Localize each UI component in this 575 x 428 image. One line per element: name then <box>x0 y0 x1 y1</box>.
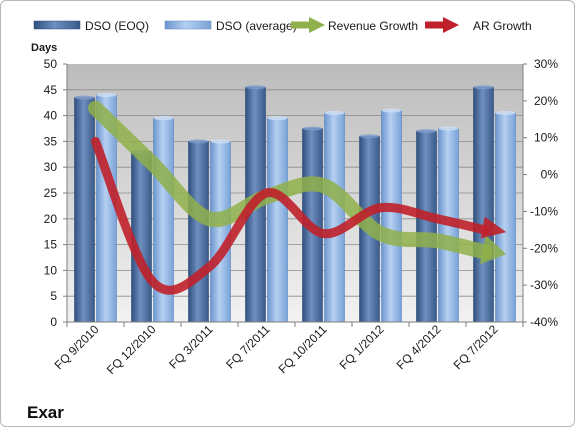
bar-top-cap <box>381 108 402 113</box>
y2-tick-label: 20% <box>534 94 558 108</box>
bar-top-cap <box>153 116 174 121</box>
bar-dso-eoq[interactable] <box>188 141 209 323</box>
y-tick-label: 15 <box>44 238 58 252</box>
bar-top-cap <box>302 126 323 131</box>
y2-tick-label: 30% <box>534 57 558 71</box>
bar-dso-average[interactable] <box>267 117 288 323</box>
revenue-growth-line-arrowhead <box>479 234 507 265</box>
legend-item-ar-growth[interactable]: AR Growth <box>425 17 532 33</box>
x-tick-label: FQ 4/2012 <box>394 322 444 372</box>
x-tick-label: FQ 10/2011 <box>276 322 330 376</box>
y-tick-label: 0 <box>50 315 57 329</box>
legend-arrow-ar-growth-icon <box>425 17 459 33</box>
bar-top-cap <box>96 92 117 97</box>
x-axis-ticks: FQ 9/2010 FQ 12/2010 FQ 3/2011 FQ 7/2011 FQ … <box>52 322 524 377</box>
legend-label-dso-average: DSO (average) <box>216 19 297 33</box>
legend-label-ar-growth: AR Growth <box>473 19 532 33</box>
bar-top-cap <box>324 111 345 116</box>
y-tick-label: 5 <box>50 289 57 303</box>
x-tick-label: FQ 7/2012 <box>451 322 501 372</box>
y2-tick-label: -20% <box>530 241 558 255</box>
bar-top-cap <box>359 134 380 139</box>
y-tick-label: 45 <box>44 83 58 97</box>
ar-growth-line[interactable] <box>91 136 489 295</box>
x-tick-label: FQ 9/2010 <box>52 322 102 372</box>
bar-top-cap <box>210 139 231 144</box>
legend-label-revenue-growth: Revenue Growth <box>328 19 418 33</box>
y2-tick-label: -40% <box>530 315 558 329</box>
y-tick-label: 40 <box>44 109 58 123</box>
y-tick-label: 10 <box>44 263 58 277</box>
bar-dso-average[interactable] <box>324 112 345 323</box>
bar-top-cap <box>473 85 494 90</box>
bar-dso-eoq[interactable] <box>473 86 494 323</box>
y-axis-title: Days <box>31 42 57 54</box>
revenue-growth-line[interactable] <box>88 100 492 260</box>
bar-dso-eoq[interactable] <box>74 97 95 323</box>
bar-dso-average[interactable] <box>210 141 231 323</box>
legend: DSO (EOQ) DSO (average) Revenue Growth A… <box>33 17 532 33</box>
x-tick-label: FQ 7/2011 <box>223 322 273 372</box>
bar-top-cap <box>267 116 288 121</box>
bar-top-cap <box>438 126 459 131</box>
bar-top-cap <box>245 85 266 90</box>
y2-tick-label: -30% <box>530 278 558 292</box>
y2-axis-ticks: -40% -30% -20% -10% 0% 10% 20% 30% <box>523 57 558 329</box>
x-tick-label: FQ 1/2012 <box>337 322 387 372</box>
ar-growth-line-arrowhead <box>480 216 507 239</box>
legend-swatch-dso-average <box>164 20 212 30</box>
x-tick-label: FQ 12/2010 <box>104 322 159 377</box>
legend-arrow-revenue-growth-icon <box>291 17 325 33</box>
bar-top-cap <box>495 111 516 116</box>
y-tick-label: 50 <box>44 57 58 71</box>
y2-tick-label: 10% <box>534 131 558 145</box>
legend-item-revenue-growth[interactable]: Revenue Growth <box>291 17 418 33</box>
line-series <box>88 100 507 295</box>
y2-tick-label: 0% <box>541 168 559 182</box>
y-axis-ticks: 0 5 10 15 20 25 30 35 40 45 50 <box>44 57 67 329</box>
y-tick-label: 25 <box>44 186 58 200</box>
bar-dso-average[interactable] <box>495 112 516 323</box>
bar-top-cap <box>188 139 209 144</box>
legend-item-dso-average[interactable]: DSO (average) <box>164 19 297 33</box>
legend-label-dso-eoq: DSO (EOQ) <box>85 19 149 33</box>
company-label: Exar <box>27 403 64 422</box>
y-tick-label: 35 <box>44 134 58 148</box>
y2-tick-label: -10% <box>530 204 558 218</box>
y-tick-label: 20 <box>44 212 58 226</box>
bar-top-cap <box>74 95 95 100</box>
bar-dso-average[interactable] <box>381 110 402 323</box>
x-tick-label: FQ 3/2011 <box>166 322 216 372</box>
bar-top-cap <box>416 129 437 134</box>
y-tick-label: 30 <box>44 160 58 174</box>
bar-dso-eoq[interactable] <box>416 130 437 323</box>
legend-swatch-dso-eoq <box>33 20 81 30</box>
legend-item-dso-eoq[interactable]: DSO (EOQ) <box>33 19 149 33</box>
